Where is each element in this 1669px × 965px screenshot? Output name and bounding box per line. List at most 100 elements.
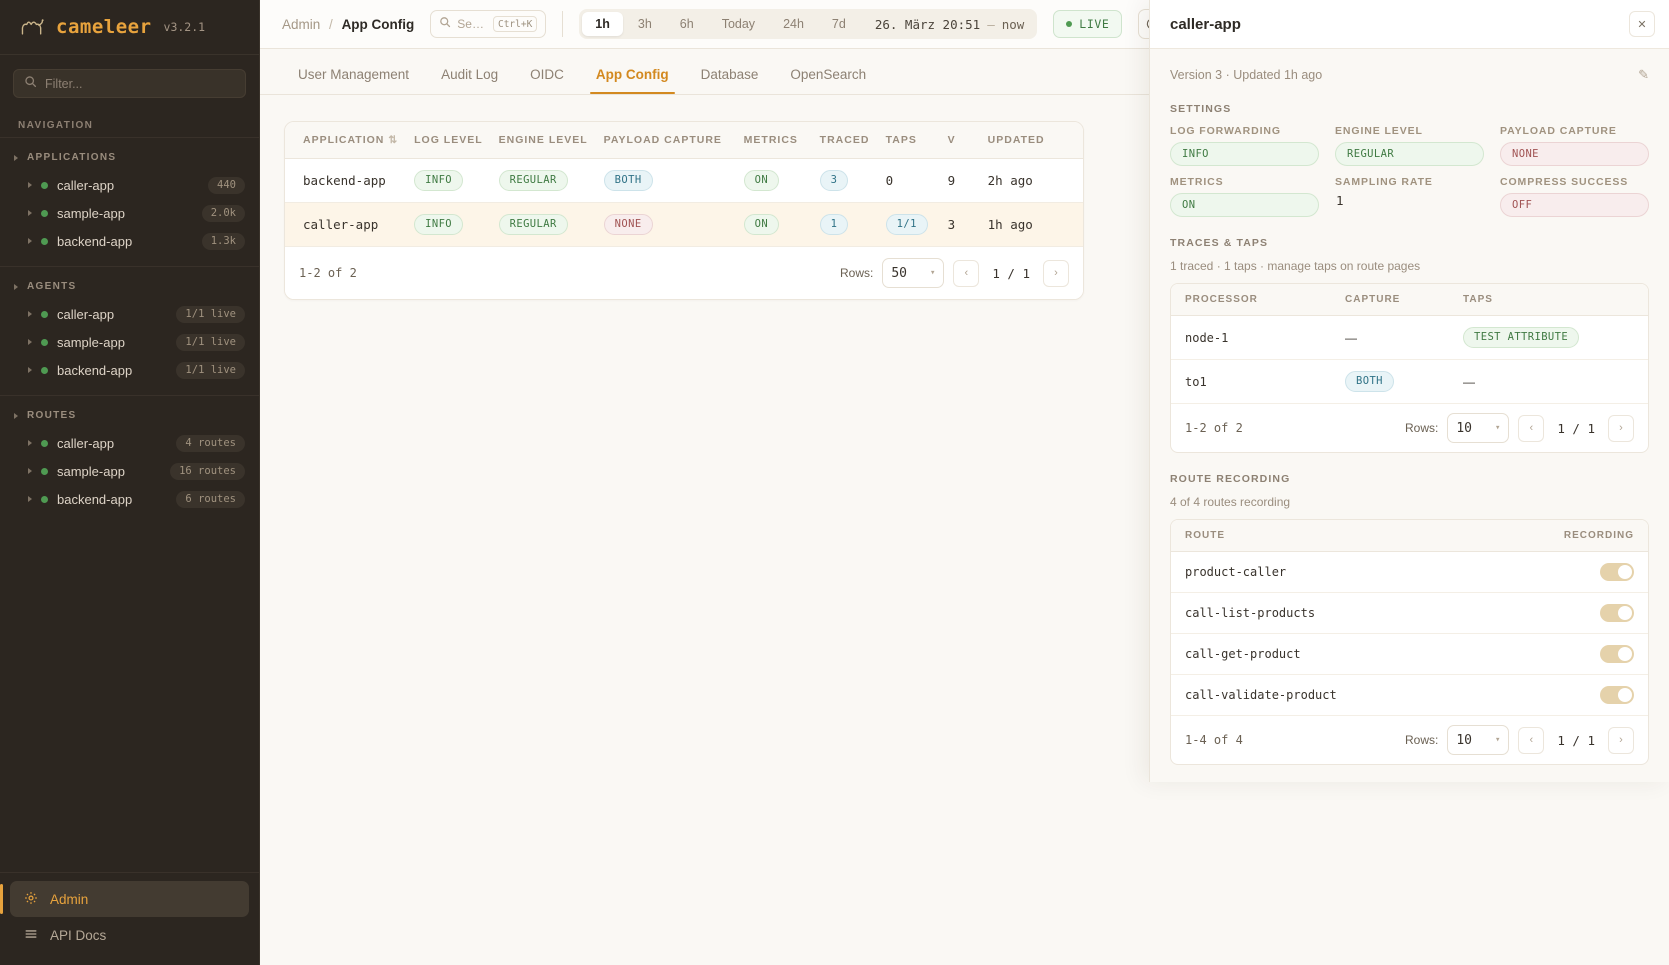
tab-oidc[interactable]: OIDC [530,67,564,82]
sidebar-item-app-sample-app[interactable]: sample-app 2.0k [0,199,259,227]
column-capture[interactable]: CAPTURE [1331,284,1449,316]
next-page-button[interactable]: › [1043,259,1069,287]
column-engine-level[interactable]: ENGINE LEVEL [490,122,596,159]
sidebar-item-label: sample-app [57,205,125,221]
rows-per-page-select[interactable]: 10 ▾ [1447,725,1510,756]
sidebar-item-label: caller-app [57,435,115,451]
sidebar-item-admin[interactable]: Admin [0,881,249,917]
recording-toggle[interactable] [1600,604,1634,623]
column-taps[interactable]: TAPS [877,122,940,159]
cell-metrics: ON [735,202,812,248]
rows-per-page-select[interactable]: 10 ▾ [1447,413,1510,444]
field-label: PAYLOAD CAPTURE [1500,125,1617,137]
recording-toggle[interactable] [1600,563,1634,582]
sidebar-item-badge: 6 routes [176,490,245,508]
table-row[interactable]: backend-app INFO REGULAR BOTH ON 3 0 9 2… [285,158,1083,204]
table-row[interactable]: call-list-products [1171,592,1648,635]
column-application[interactable]: APPLICATION ⇅ [285,122,407,159]
field-value[interactable]: NONE [1500,142,1649,166]
sidebar-item-app-caller-app[interactable]: caller-app 440 [0,171,259,199]
cell-capture: — [1331,315,1449,361]
sidebar-item-app-backend-app[interactable]: backend-app 1.3k [0,227,259,255]
filter-input[interactable] [45,76,235,91]
sidebar-item-api-docs[interactable]: API Docs [10,917,249,953]
sidebar-item-agent-backend-app[interactable]: backend-app 1/1 live [0,356,259,384]
tab-database[interactable]: Database [700,67,759,82]
range-button-today[interactable]: Today [721,17,756,31]
filter-box[interactable] [13,69,246,98]
field-value[interactable]: OFF [1500,193,1649,217]
column-label: APPLICATION [303,134,385,146]
taps-pill: 1/1 [885,214,928,236]
range-button-7d[interactable]: 7d [831,17,846,31]
table-row[interactable]: product-caller [1171,551,1648,594]
column-updated[interactable]: UPDATED [979,122,1083,159]
recording-header-row: ROUTE RECORDING [1171,520,1648,553]
table-row[interactable]: call-validate-product [1171,674,1648,717]
range-button-24h[interactable]: 24h [783,17,804,31]
range-button-6h[interactable]: 6h [679,17,694,31]
field-value[interactable]: ON [1170,193,1319,217]
tab-app-config[interactable]: App Config [582,67,683,94]
chevron-down-icon: ▾ [1494,735,1501,746]
live-toggle[interactable]: LIVE [1053,10,1123,38]
section-header-applications[interactable]: APPLICATIONS [0,147,259,171]
cell-log-level: INFO [406,158,491,204]
table-row[interactable]: to1 BOTH — [1171,359,1648,405]
table-row[interactable]: call-get-product [1171,633,1648,676]
tab-audit-log[interactable]: Audit Log [441,67,499,82]
breadcrumb-root[interactable]: Admin [282,16,321,32]
chevron-right-icon [28,367,32,373]
pencil-icon[interactable]: ✎ [1638,67,1649,82]
column-route[interactable]: ROUTE [1171,520,1498,553]
time-from: 26. März 20:51 [874,16,981,32]
time-range-display[interactable]: 26. März 20:51 — now [861,17,1034,32]
column-log-level[interactable]: LOG LEVEL [406,122,491,159]
section-header-routes[interactable]: ROUTES [0,405,259,429]
toggle-knob [1618,565,1632,580]
column-processor[interactable]: PROCESSOR [1171,284,1331,316]
content-area: APPLICATION ⇅ LOG LEVEL ENGINE LEVEL PAY… [260,95,1669,965]
sidebar-item-badge: 440 [208,176,245,194]
column-v[interactable]: V [939,122,980,159]
recording-toggle[interactable] [1600,645,1634,664]
pagination-controls: Rows: 50 ▾ ‹ 1 / 1 › [840,258,1069,289]
table-row[interactable]: caller-app INFO REGULAR NONE ON 1 1/1 3 … [285,202,1083,248]
column-recording[interactable]: RECORDING [1498,520,1648,553]
traces-section-title: TRACES & TAPS [1170,237,1269,249]
range-button-3h[interactable]: 3h [637,17,652,31]
next-page-button[interactable]: › [1608,414,1634,442]
column-taps[interactable]: TAPS [1449,284,1648,316]
sidebar-item-agent-caller-app[interactable]: caller-app 1/1 live [0,300,259,328]
column-traced[interactable]: TRACED [811,122,878,159]
sidebar-item-route-backend-app[interactable]: backend-app 6 routes [0,485,259,513]
section-header-agents[interactable]: AGENTS [0,276,259,300]
field-value[interactable]: REGULAR [1335,142,1484,166]
page-indicator: 1 / 1 [1557,732,1595,748]
close-icon[interactable]: ✕ [1629,11,1655,37]
table-body: backend-app INFO REGULAR BOTH ON 3 0 9 2… [285,158,1083,248]
sidebar-item-route-sample-app[interactable]: sample-app 16 routes [0,457,259,485]
field-value[interactable]: INFO [1170,142,1319,166]
recording-toggle[interactable] [1600,686,1634,705]
range-button-1h[interactable]: 1h [582,12,623,36]
next-page-button[interactable]: › [1608,726,1634,754]
pagination-count: 1-2 of 2 [1185,421,1243,436]
sidebar-item-agent-sample-app[interactable]: sample-app 1/1 live [0,328,259,356]
traced-pill: 1 [819,214,849,236]
table-row[interactable]: node-1 — TEST ATTRIBUTE [1171,315,1648,361]
search-input[interactable]: Se… Ctrl+K [430,10,547,38]
rows-per-page-select[interactable]: 50 ▾ [882,258,945,289]
column-metrics[interactable]: METRICS [735,122,812,159]
cell-traced: 1 [811,202,878,248]
column-payload-capture[interactable]: PAYLOAD CAPTURE [595,122,736,159]
prev-page-button[interactable]: ‹ [953,259,980,287]
brand[interactable]: cameleer v3.2.1 [0,0,259,55]
sidebar-item-route-caller-app[interactable]: caller-app 4 routes [0,429,259,457]
tab-user-management[interactable]: User Management [298,67,410,82]
section-title: AGENTS [27,281,77,292]
tab-opensearch[interactable]: OpenSearch [790,67,867,82]
prev-page-button[interactable]: ‹ [1518,414,1545,442]
prev-page-button[interactable]: ‹ [1518,726,1545,754]
cell-application: backend-app [285,158,407,204]
